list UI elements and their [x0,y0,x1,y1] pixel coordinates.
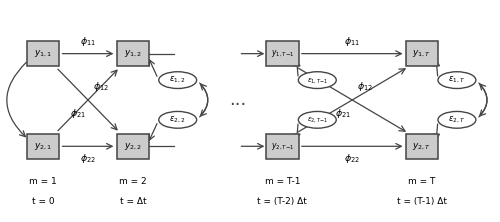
Circle shape [298,72,337,89]
Text: t = Δt: t = Δt [120,197,146,206]
FancyBboxPatch shape [266,41,298,66]
Text: $\phi_{12}$: $\phi_{12}$ [93,80,109,93]
Text: $y_{2,T\!-\!1}$: $y_{2,T\!-\!1}$ [270,141,294,152]
Text: $\phi_{21}$: $\phi_{21}$ [70,107,86,120]
Text: $\varepsilon_{2,2}$: $\varepsilon_{2,2}$ [170,115,186,125]
Text: $\varepsilon_{1,T}$: $\varepsilon_{1,T}$ [448,75,466,85]
Text: $y_{2,1}$: $y_{2,1}$ [34,141,52,152]
Circle shape [438,111,476,128]
Text: $y_{2,T}$: $y_{2,T}$ [412,141,432,152]
FancyBboxPatch shape [27,41,60,66]
Text: $\varepsilon_{2,T\!-\!1}$: $\varepsilon_{2,T\!-\!1}$ [306,115,328,124]
Text: m = T: m = T [408,177,436,186]
Text: $y_{1,2}$: $y_{1,2}$ [124,48,142,59]
Text: m = T-1: m = T-1 [264,177,300,186]
Text: m = 2: m = 2 [119,177,146,186]
Text: $\phi_{22}$: $\phi_{22}$ [80,152,96,165]
Circle shape [159,111,196,128]
FancyBboxPatch shape [266,134,298,159]
Text: $y_{1,T\!-\!1}$: $y_{1,T\!-\!1}$ [270,48,294,59]
Circle shape [298,111,337,128]
FancyBboxPatch shape [406,134,438,159]
Text: $\phi_{12}$: $\phi_{12}$ [357,80,373,93]
Text: $y_{1,1}$: $y_{1,1}$ [34,48,52,59]
Circle shape [159,72,196,89]
Circle shape [438,72,476,89]
FancyBboxPatch shape [116,134,149,159]
FancyBboxPatch shape [27,134,60,159]
Text: $\varepsilon_{1,T\!-\!1}$: $\varepsilon_{1,T\!-\!1}$ [306,76,328,85]
Text: $\phi_{11}$: $\phi_{11}$ [80,35,96,48]
FancyBboxPatch shape [116,41,149,66]
Text: t = 0: t = 0 [32,197,54,206]
Text: $y_{2,2}$: $y_{2,2}$ [124,141,142,152]
Text: $\phi_{21}$: $\phi_{21}$ [335,107,351,120]
Text: $\varepsilon_{1,2}$: $\varepsilon_{1,2}$ [170,75,186,85]
Text: t = (T-2) Δt: t = (T-2) Δt [258,197,308,206]
Text: ...: ... [229,91,246,109]
Text: m = 1: m = 1 [29,177,57,186]
Text: t = (T-1) Δt: t = (T-1) Δt [397,197,447,206]
Text: $\varepsilon_{2,T}$: $\varepsilon_{2,T}$ [448,115,466,125]
FancyBboxPatch shape [406,41,438,66]
Text: $\phi_{22}$: $\phi_{22}$ [344,152,360,165]
Text: $\phi_{11}$: $\phi_{11}$ [344,35,360,48]
Text: $y_{1,T}$: $y_{1,T}$ [412,48,432,59]
